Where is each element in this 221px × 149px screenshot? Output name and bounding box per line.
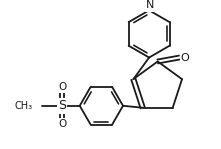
Text: O: O — [58, 119, 66, 129]
Text: S: S — [58, 99, 66, 112]
Text: O: O — [181, 53, 190, 63]
Text: O: O — [58, 82, 66, 92]
Text: N: N — [146, 0, 154, 10]
Text: CH₃: CH₃ — [14, 101, 32, 111]
